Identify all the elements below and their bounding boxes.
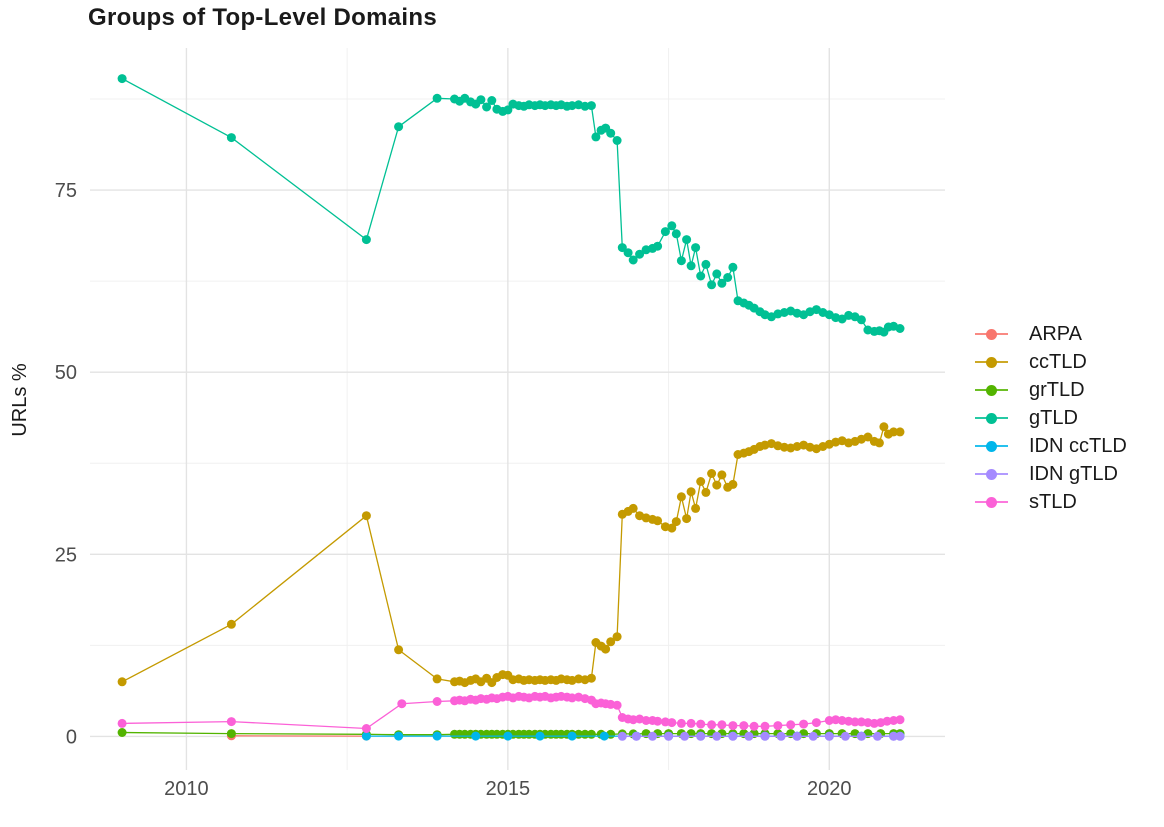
legend-item-sTLD: sTLD	[975, 488, 1127, 516]
legend-label: IDN ccTLD	[1029, 434, 1127, 457]
chart-title: Groups of Top-Level Domains	[88, 4, 438, 31]
series-IDN-gTLD	[617, 731, 905, 741]
legend-item-grTLD: grTLD	[975, 376, 1127, 404]
x-tick-2010: 2010	[164, 778, 209, 800]
data-series-layer	[117, 74, 905, 741]
y-tick-0: 0	[66, 726, 77, 748]
y-axis-title: URLs %	[9, 363, 31, 437]
legend-label: ccTLD	[1029, 350, 1087, 373]
legend: ARPA ccTLD grTLD gTLD IDN ccTLD IDN gTLD sTLD	[975, 320, 1127, 516]
x-tick-2020: 2020	[807, 778, 852, 800]
series-gTLD	[117, 74, 905, 337]
legend-item-gTLD: gTLD	[975, 404, 1127, 432]
y-tick-50: 50	[55, 362, 77, 384]
y-tick-25: 25	[55, 544, 77, 566]
major-gridlines	[90, 48, 945, 770]
legend-label: ARPA	[1029, 322, 1082, 345]
legend-item-ccTLD: ccTLD	[975, 348, 1127, 376]
minor-gridlines	[90, 48, 945, 770]
legend-key-icon	[975, 412, 1008, 425]
legend-key-icon	[975, 384, 1008, 397]
series-ARPA	[226, 731, 371, 741]
series-sTLD	[117, 691, 905, 733]
series-ccTLD	[117, 422, 905, 688]
x-tick-2015: 2015	[486, 778, 531, 800]
legend-key-icon	[975, 468, 1008, 481]
legend-key-icon	[975, 440, 1008, 453]
legend-label: IDN gTLD	[1029, 462, 1118, 485]
legend-item-IDN-ccTLD: IDN ccTLD	[975, 432, 1127, 460]
y-tick-75: 75	[55, 180, 77, 202]
legend-item-IDN-gTLD: IDN gTLD	[975, 460, 1127, 488]
legend-key-icon	[975, 496, 1008, 509]
y-axis-tick-labels: 0 25 50 75	[55, 180, 77, 748]
legend-label: grTLD	[1029, 378, 1085, 401]
legend-label: sTLD	[1029, 490, 1077, 513]
legend-label: gTLD	[1029, 406, 1078, 429]
legend-key-icon	[975, 328, 1008, 341]
legend-item-ARPA: ARPA	[975, 320, 1127, 348]
x-axis-tick-labels: 2010 2015 2020	[164, 778, 851, 800]
legend-key-icon	[975, 356, 1008, 369]
